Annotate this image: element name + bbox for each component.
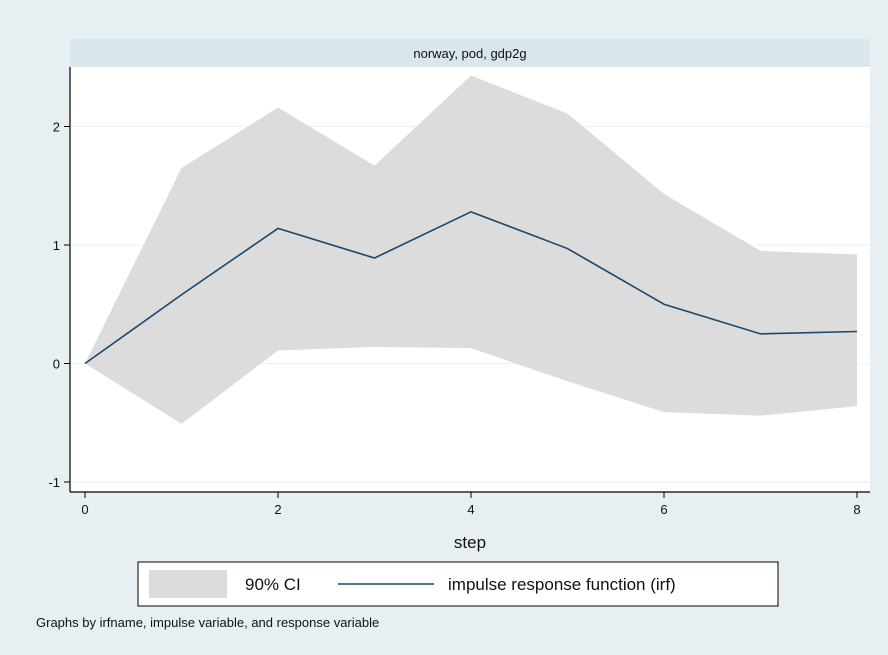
- y-tick-label: 0: [53, 357, 60, 372]
- x-tick-label: 6: [660, 502, 667, 517]
- x-tick-label: 0: [81, 502, 88, 517]
- x-tick-label: 4: [467, 502, 474, 517]
- irf-line: [84, 210, 858, 365]
- legend-box: [137, 561, 779, 607]
- legend-label-ci: 90% CI: [245, 575, 301, 594]
- x-axis-title: step: [454, 533, 486, 552]
- legend-swatch-ci: [149, 570, 227, 598]
- panel-title: norway, pod, gdp2g: [413, 46, 526, 61]
- ci-band: [85, 75, 857, 424]
- y-tick-label: 2: [53, 120, 60, 135]
- y-tick-label: -1: [48, 475, 60, 490]
- legend-label-irf: impulse response function (irf): [448, 575, 676, 594]
- x-tick-label: 8: [853, 502, 860, 517]
- x-tick-label: 2: [274, 502, 281, 517]
- y-tick-label: 1: [53, 238, 60, 253]
- graph-note: Graphs by irfname, impulse variable, and…: [36, 615, 379, 630]
- panel-title-bar: [70, 39, 870, 67]
